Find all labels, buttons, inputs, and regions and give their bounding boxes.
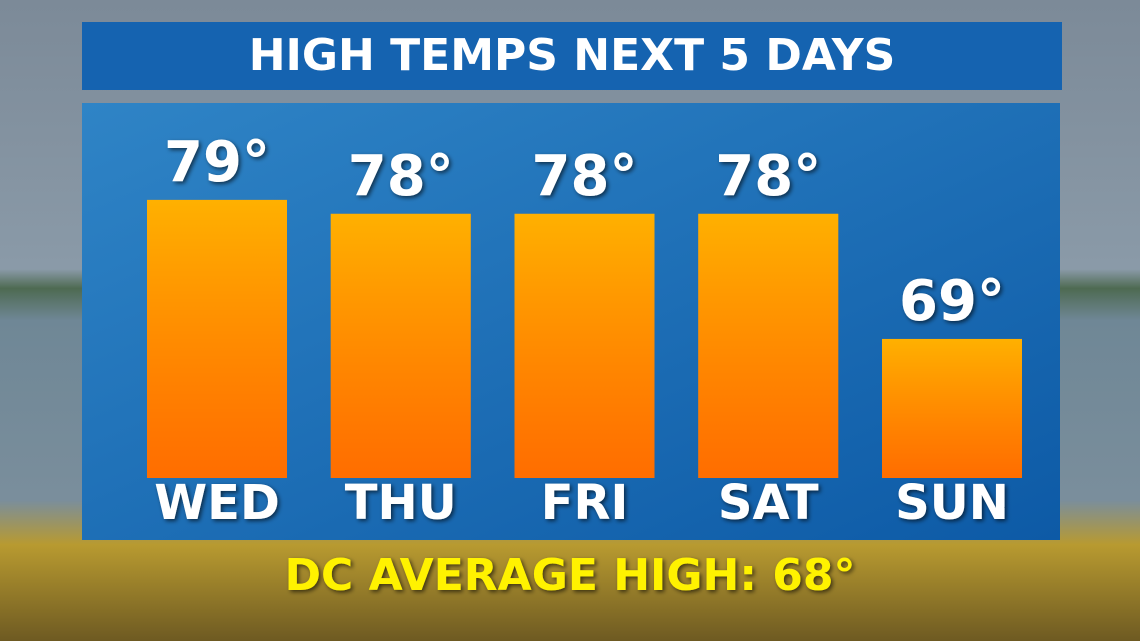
annotation: DC AVERAGE HIGH: 68° [284, 550, 855, 601]
bar-shade [147, 199, 287, 478]
value-label: 78° [532, 144, 638, 209]
bar-shade [698, 213, 839, 479]
x-tick-label: THU [345, 475, 457, 531]
value-label: 78° [715, 144, 821, 209]
x-tick-label: FRI [541, 475, 629, 531]
x-tick-label: SAT [718, 475, 819, 531]
bar-shade [330, 213, 471, 479]
value-label: 78° [348, 144, 454, 209]
value-label: 69° [899, 269, 1005, 334]
bar-shade [514, 213, 655, 479]
x-tick-label: WED [154, 475, 280, 531]
chart-title: HIGH TEMPS NEXT 5 DAYS [249, 30, 896, 81]
bar-shade [882, 338, 1022, 478]
title-bar [82, 22, 1062, 90]
x-tick-label: SUN [895, 475, 1009, 531]
value-label: 79° [164, 130, 270, 195]
